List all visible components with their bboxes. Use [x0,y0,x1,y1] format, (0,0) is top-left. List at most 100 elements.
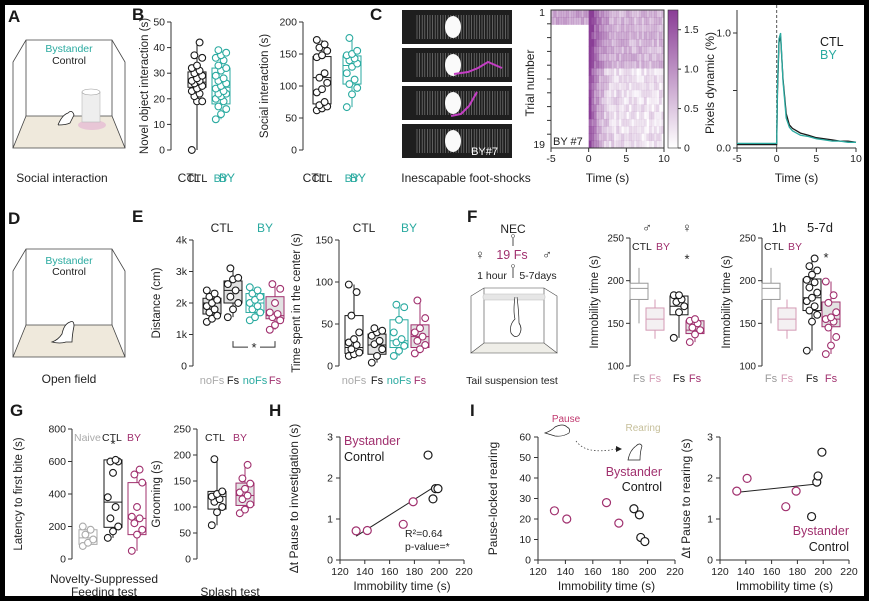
data-point [127,512,136,521]
heatmap-cell [656,10,660,18]
data-point-bystander [562,514,572,524]
heatmap-cell [613,60,617,69]
heatmap-cell [638,17,642,25]
heatmap-cell [653,104,657,112]
heatmap-cell [603,39,607,47]
heatmap-cell [593,89,597,98]
heatmap-cell [566,126,569,134]
heatmap-cell [579,97,582,105]
heatmap-cell [598,46,602,54]
heatmap-cell [636,10,640,18]
heatmap-cell [646,10,650,18]
heatmap-cell [596,118,600,127]
x-axis-label: Immobility time (s) [736,579,833,593]
group-header: ♂ [642,220,652,235]
heatmap-cell [559,32,562,40]
box-group [202,286,222,326]
heatmap-cell [581,68,584,76]
heatmap-cell [633,60,637,69]
heatmap-cell [556,25,559,33]
data-point [135,465,144,474]
heatmap-cell [626,53,630,62]
data-point-bystander [362,525,372,536]
heatmap-cell [653,53,657,62]
heatmap-cell [569,90,572,98]
data-point [315,73,324,82]
heatmap-cell [576,61,579,69]
heatmap-cell [631,75,635,83]
panel-letter-d: D [8,209,20,228]
heatmap-cell [659,83,662,91]
y-axis-label: Δt Pause to investigation (s) [287,424,301,573]
heatmap-cell [566,54,569,62]
heatmap-cell [554,104,557,112]
data-point [397,335,406,344]
heatmap-cell [574,90,577,98]
trajectory [450,91,478,117]
heatmap-cell [571,61,574,69]
y-tick-label: 50 [519,452,531,464]
x-tick-label: 220 [840,566,858,578]
heatmap-cell [596,75,600,83]
y-tick-label: 150 [173,476,191,488]
heatmap-cell [576,46,579,54]
heatmap-cell [611,118,615,127]
y-axis-label: Pixels dynamic (%) [703,32,717,134]
data-point [418,332,427,341]
heatmap-cell [561,104,564,112]
legend-ctl: CTL [764,241,784,253]
heatmap-cell [638,68,642,76]
data-point [389,328,398,337]
y-axis-label: Distance (cm) [151,267,163,338]
heatmap-cell [561,61,564,69]
data-point [413,336,422,345]
heatmap-cell [566,61,569,69]
heatmap-cell [561,75,564,83]
heatmap-cell [603,60,607,69]
heatmap-cell [623,46,627,54]
heatmap-cell [656,75,660,83]
heatmap-cell [574,97,577,105]
box-group [312,35,332,115]
heatmap-cell [651,31,655,40]
heatmap-cell [596,17,600,25]
heatmap-cell [658,140,662,149]
data-point-control [813,471,823,481]
data-point [350,335,358,344]
heatmap-cell [559,97,562,105]
heatmap-cell [606,53,610,62]
heatmap-cell [561,126,564,134]
y-tick-label: 200 [48,521,66,533]
x-tick-label: 180 [789,566,807,578]
heatmap-cell [628,53,632,62]
heatmap-cell [574,54,577,62]
heatmap-cell [623,10,627,18]
heatmap-cell [616,97,620,105]
heatmap-cell [588,46,592,54]
heatmap-cell [601,46,605,54]
y-tick-label: 50 [285,113,297,125]
heatmap-cell [638,111,642,120]
heatmap-cell [611,140,615,149]
heatmap-cell [608,140,612,149]
heatmap-cell [623,111,627,120]
data-point [378,345,387,354]
data-point [214,61,223,70]
heatmap-cell [584,75,587,83]
heatmap-cell [564,68,567,76]
heatmap-cell [608,24,612,33]
heatmap-cell [661,118,665,127]
heatmap-cell [658,68,662,76]
heatmap-cell [574,112,577,120]
heatmap-cell [581,97,584,105]
legend-entry: Naive [74,432,101,444]
heatmap-cell [556,17,559,25]
heatmap-cell [616,75,620,83]
heatmap-cell [638,82,642,91]
data-point [138,478,147,487]
box-group [207,455,227,530]
heatmap-cell [569,112,572,120]
heatmap-cell [648,89,652,98]
heatmap-cell [554,112,557,120]
heatmap-cell [623,133,627,142]
